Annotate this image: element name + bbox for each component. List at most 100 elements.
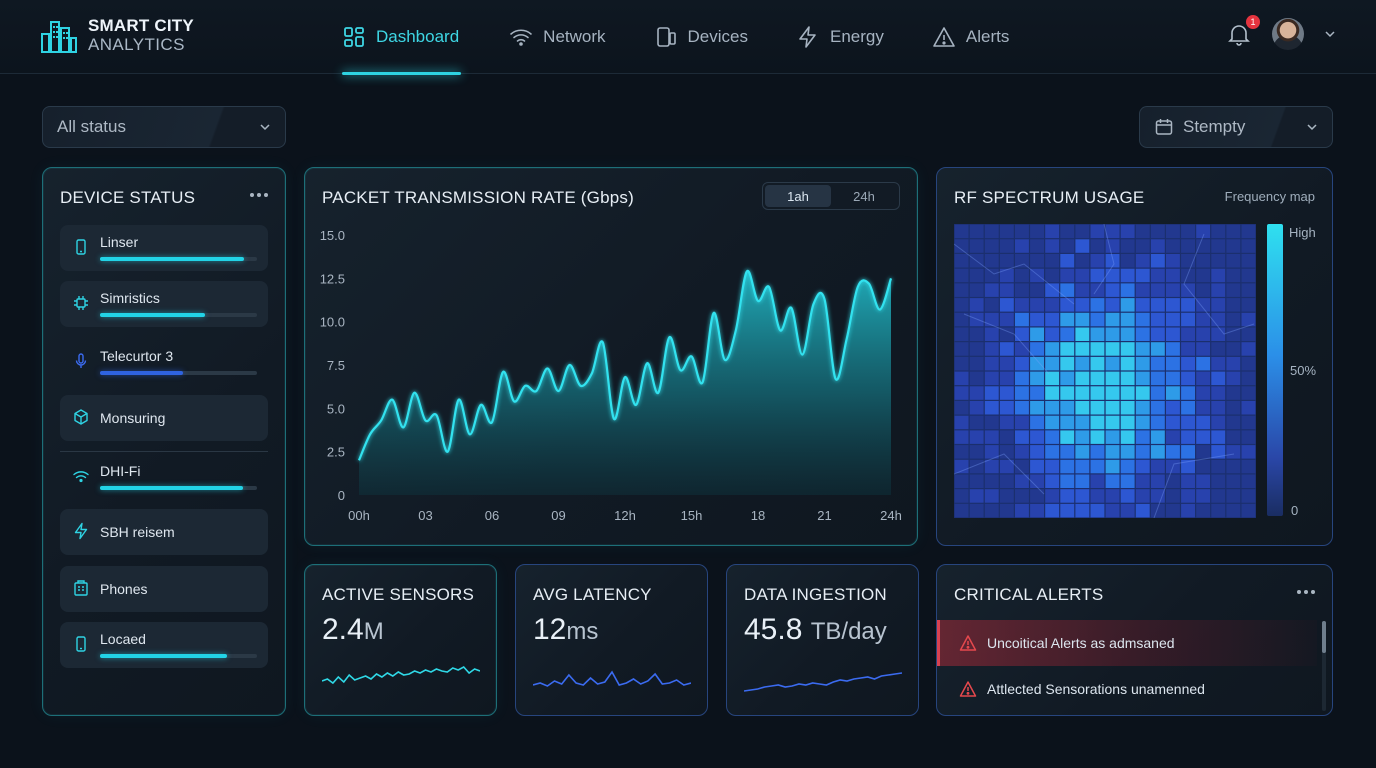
- device-progress-fill: [100, 371, 184, 375]
- heatmap-cell: [954, 489, 969, 503]
- nav-devices[interactable]: Devices: [630, 0, 772, 74]
- heatmap-cell: [1211, 401, 1226, 415]
- heatmap-cell: [1015, 401, 1029, 415]
- nav-network[interactable]: Network: [485, 0, 629, 74]
- heatmap-cell: [954, 268, 969, 283]
- x-tick-label: 03: [418, 508, 432, 523]
- user-avatar[interactable]: [1272, 18, 1304, 50]
- heatmap-cell: [1166, 401, 1180, 415]
- heatmap-cell: [999, 268, 1014, 283]
- alert-text: Uncoitical Alerts as admsaned: [987, 635, 1175, 651]
- heatmap-cell: [1090, 298, 1105, 312]
- notifications-button[interactable]: 1: [1226, 15, 1260, 47]
- heatmap-cell: [969, 239, 984, 253]
- scrollbar-thumb[interactable]: [1322, 621, 1326, 653]
- heatmap-cell: [1060, 386, 1075, 400]
- device-item-phones[interactable]: Phones: [60, 566, 268, 612]
- heatmap-cell: [954, 401, 969, 415]
- nav-alerts-label: Alerts: [965, 27, 1010, 46]
- heatmap-cell: [1150, 445, 1165, 459]
- nav-dashboard[interactable]: Dashboard: [340, 0, 462, 75]
- heatmap-cell: [1090, 283, 1105, 297]
- device-item-simristics[interactable]: Simristics: [60, 281, 268, 327]
- device-item-monsuring[interactable]: Monsuring: [60, 395, 268, 441]
- heatmap-cell: [954, 342, 969, 356]
- heatmap-cell: [1150, 342, 1165, 356]
- device-item-sbh[interactable]: SBH reisem: [60, 509, 268, 555]
- heatmap-cell: [954, 283, 969, 297]
- heatmap-cell: [1166, 503, 1180, 518]
- packet-rate-panel: PACKET TRANSMISSION RATE (Gbps) 1ah 24h …: [304, 167, 918, 546]
- heatmap-cell: [1166, 342, 1180, 356]
- alert-item[interactable]: Attlected Sensorations unamenned: [937, 666, 1317, 712]
- heatmap-cell: [1120, 268, 1135, 283]
- alert-item[interactable]: Uncoitical Alerts as admsaned: [937, 620, 1317, 666]
- brand[interactable]: SMART CITY ANALYTICS: [40, 16, 194, 54]
- heatmap-cell: [1241, 401, 1256, 415]
- alerts-scrollbar[interactable]: [1322, 621, 1326, 711]
- heatmap-cell: [954, 327, 969, 341]
- device-item-telecurtor[interactable]: Telecurtor 3: [60, 339, 268, 385]
- tab-1ah[interactable]: 1ah: [765, 185, 831, 207]
- device-item-linser[interactable]: Linser: [60, 225, 268, 271]
- heatmap-cell: [1226, 503, 1241, 518]
- heatmap-cell: [1105, 356, 1120, 371]
- heatmap-cell: [1226, 298, 1241, 312]
- status-filter-select[interactable]: All status: [42, 106, 286, 148]
- nav-energy[interactable]: Energy: [772, 0, 908, 74]
- heatmap-cell: [999, 327, 1014, 341]
- heatmap-cell: [1060, 356, 1075, 371]
- warning-icon: [959, 681, 977, 697]
- chip-icon: [74, 296, 88, 310]
- nav-energy-label: Energy: [830, 27, 884, 46]
- heatmap-cell: [1015, 489, 1029, 503]
- sparkline-path: [533, 670, 691, 687]
- heatmap-cell: [1075, 445, 1090, 459]
- heatmap-cell: [1030, 401, 1044, 415]
- heatmap-cell: [1150, 298, 1165, 312]
- x-tick-label: 12h: [614, 508, 636, 523]
- y-tick-label: 2.5: [327, 445, 345, 460]
- heatmap-cell: [1135, 224, 1150, 239]
- device-item-dhifi[interactable]: DHI-Fi: [60, 454, 268, 500]
- chevron-down-icon[interactable]: [1324, 28, 1336, 40]
- heatmap-cell: [999, 445, 1014, 459]
- heatmap-cell: [1196, 342, 1211, 356]
- heatmap-cell: [1226, 327, 1241, 341]
- heatmap-cell: [1090, 430, 1105, 444]
- heatmap-cell: [1030, 327, 1044, 341]
- heatmap-cell: [969, 430, 984, 444]
- wifi-icon: [510, 29, 532, 46]
- heatmap-cell: [1135, 415, 1150, 430]
- cube-icon: [74, 409, 88, 425]
- heatmap-cell: [1090, 371, 1105, 386]
- heatmap-cell: [1090, 489, 1105, 503]
- heatmap-cell: [1211, 489, 1226, 503]
- heatmap-cell: [1090, 445, 1105, 459]
- device-item-label: Telecurtor 3: [100, 348, 174, 364]
- heatmap-legend-bar: [1267, 224, 1283, 516]
- heatmap-cell: [1075, 342, 1090, 356]
- heatmap-cell: [1150, 503, 1165, 518]
- date-filter-select[interactable]: Stempty: [1139, 106, 1333, 148]
- frequency-map-label: Frequency map: [1224, 189, 1315, 204]
- heatmap-cell: [1150, 283, 1165, 297]
- nav-alerts[interactable]: Alerts: [908, 0, 1033, 74]
- heatmap-cell: [984, 312, 999, 327]
- heatmap-cell: [1135, 445, 1150, 459]
- heatmap-cell: [1196, 415, 1211, 430]
- heatmap-cell: [1196, 312, 1211, 327]
- tab-24h[interactable]: 24h: [853, 188, 875, 204]
- heatmap-cell: [1241, 415, 1256, 430]
- heatmap-cell: [1241, 254, 1256, 268]
- heatmap-cell: [1015, 312, 1029, 327]
- more-options-icon[interactable]: [1296, 589, 1316, 595]
- heatmap-cell: [1135, 342, 1150, 356]
- heatmap-cell: [1030, 356, 1044, 371]
- heatmap-cell: [1105, 268, 1120, 283]
- heatmap-cell: [1030, 430, 1044, 444]
- heatmap-cell: [1211, 268, 1226, 283]
- more-options-icon[interactable]: [249, 192, 269, 198]
- heatmap-cell: [1045, 386, 1060, 400]
- device-item-locaed[interactable]: Locaed: [60, 622, 268, 668]
